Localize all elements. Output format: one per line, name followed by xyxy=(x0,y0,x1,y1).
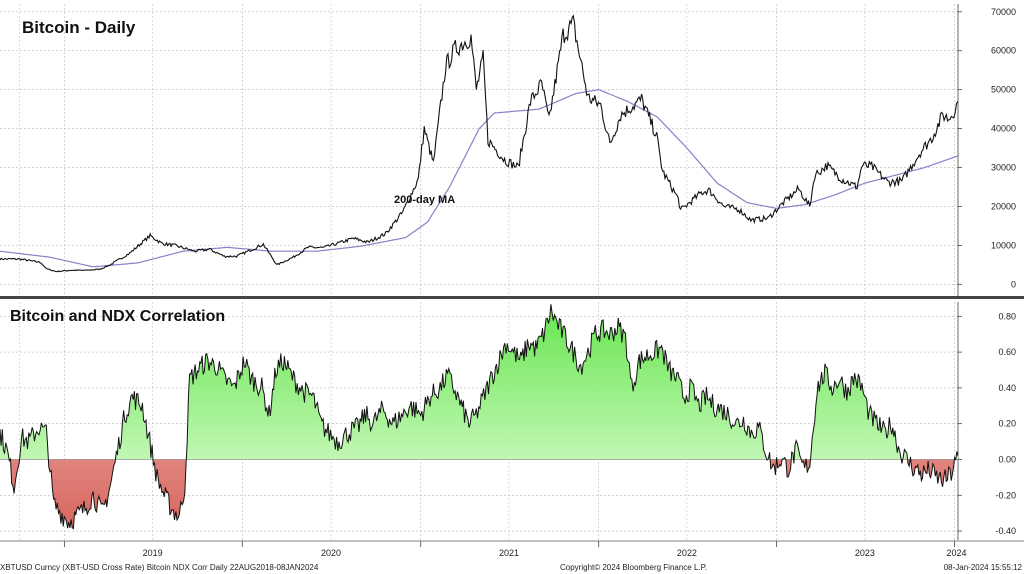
ma-annotation: 200-day MA xyxy=(394,194,455,206)
correlation-y-tick-label: 0.00 xyxy=(998,454,1016,464)
price-panel-title: Bitcoin - Daily xyxy=(22,18,136,37)
correlation-line xyxy=(0,304,958,530)
x-tick-label: 2023 xyxy=(855,548,875,558)
correlation-y-ticks: 0.80 0.60 0.40 0.20 0.00 -0.20 -0.40 xyxy=(957,302,1016,540)
x-axis: 2019 2020 2021 2022 2023 2024 xyxy=(0,540,1024,558)
correlation-y-tick-label: 0.80 xyxy=(998,311,1016,321)
price-y-tick-label: 0 xyxy=(1011,279,1016,289)
footer-left: XBTUSD Curncy (XBT-USD Cross Rate) Bitco… xyxy=(0,563,319,572)
x-axis-ticks: 2019 2020 2021 2022 2023 2024 xyxy=(63,541,967,558)
correlation-y-tick-label: 0.40 xyxy=(998,383,1016,393)
price-y-tick-label: 10000 xyxy=(991,240,1016,250)
price-grid xyxy=(0,4,958,296)
x-tick-label: 2021 xyxy=(499,548,519,558)
panel-divider xyxy=(0,296,1024,299)
correlation-y-tick-label: 0.20 xyxy=(998,419,1016,429)
x-tick-label: 2019 xyxy=(143,548,163,558)
correlation-negative-area xyxy=(0,459,958,529)
x-tick-label: 2020 xyxy=(321,548,341,558)
x-tick-label: 2022 xyxy=(677,548,697,558)
footer: XBTUSD Curncy (XBT-USD Cross Rate) Bitco… xyxy=(0,563,1023,572)
correlation-y-tick-label: -0.40 xyxy=(995,526,1016,536)
price-y-tick-label: 40000 xyxy=(991,124,1016,134)
correlation-positive-area xyxy=(0,304,958,460)
correlation-y-tick-label: -0.20 xyxy=(995,490,1016,500)
price-y-tick-label: 20000 xyxy=(991,201,1016,211)
price-y-tick-label: 30000 xyxy=(991,163,1016,173)
price-y-ticks: 0 10000 20000 30000 40000 50000 60000 70000 xyxy=(957,4,1016,296)
price-line xyxy=(0,14,958,273)
footer-right: 08-Jan-2024 15:55:12 xyxy=(944,563,1023,572)
price-y-tick-label: 60000 xyxy=(991,46,1016,56)
correlation-panel: 0.80 0.60 0.40 0.20 0.00 -0.20 -0.40 Bitcoin a… xyxy=(0,302,1016,540)
price-panel: 0 10000 20000 30000 40000 50000 60000 70000 Bit… xyxy=(0,4,1016,296)
correlation-panel-title: Bitcoin and NDX Correlation xyxy=(10,308,225,325)
price-y-tick-label: 70000 xyxy=(991,7,1016,17)
price-y-tick-label: 50000 xyxy=(991,85,1016,95)
x-tick-label: 2024 xyxy=(947,548,967,558)
moving-average-line xyxy=(0,89,958,268)
footer-center: Copyright© 2024 Bloomberg Finance L.P. xyxy=(560,563,707,572)
correlation-y-tick-label: 0.60 xyxy=(998,347,1016,357)
